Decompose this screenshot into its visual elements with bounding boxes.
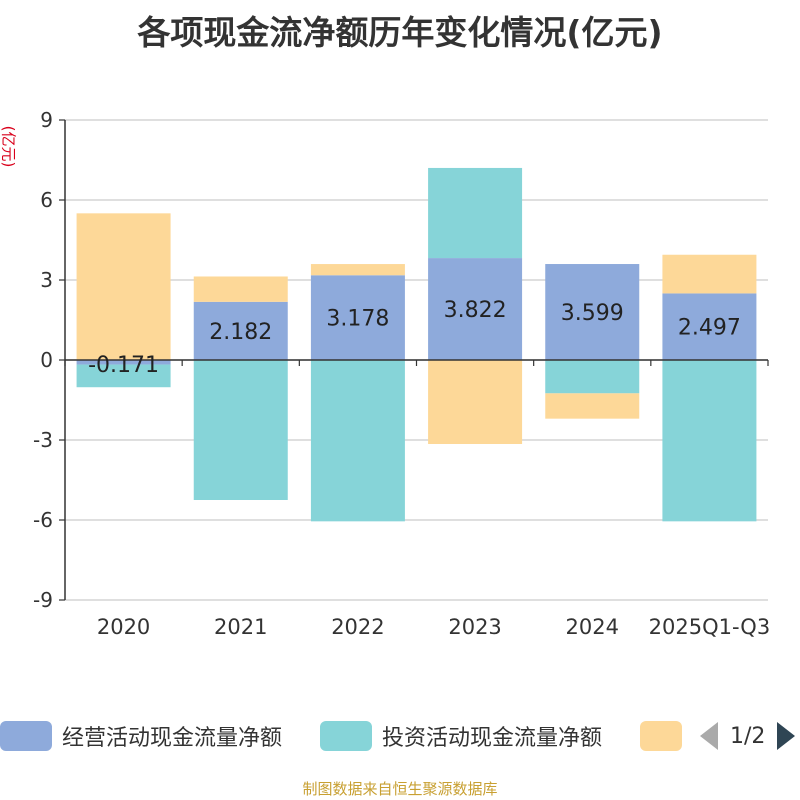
legend-label-operating: 经营活动现金流量净额 — [62, 726, 283, 751]
x-tick-label-2025Q1-Q3: 2025Q1-Q3 — [649, 615, 771, 639]
bar-2022-series-2 — [310, 264, 405, 276]
legend-item-investing[interactable]: 投资活动现金流量净额 — [320, 716, 602, 756]
bar-2025Q1-Q3-series-2 — [662, 254, 757, 294]
y-tick-label: -3 — [33, 428, 53, 452]
data-label-2020: -0.171 — [88, 353, 159, 378]
x-tick-label-2024: 2024 — [566, 615, 619, 639]
y-tick-label: 0 — [40, 348, 53, 372]
y-tick-label: -9 — [33, 588, 53, 612]
legend-label-investing: 投资活动现金流量净额 — [382, 726, 603, 751]
legend-item-operating[interactable]: 经营活动现金流量净额 — [0, 716, 282, 756]
data-label-2025Q1-Q3: 2.497 — [678, 316, 741, 341]
data-label-2021: 2.182 — [209, 320, 272, 345]
bar-2024-series-0 — [545, 264, 640, 360]
x-tick-label-2020: 2020 — [97, 615, 150, 639]
legend-item-third[interactable] — [640, 716, 682, 756]
bar-2022-series-1 — [310, 360, 405, 522]
bar-2023-series-0 — [428, 258, 523, 360]
pager-page-text: 1/2 — [730, 723, 766, 749]
source-note: 制图数据来自恒生聚源数据库 — [302, 780, 498, 798]
pager-prev-icon[interactable] — [700, 722, 718, 750]
y-tick-label: 3 — [40, 268, 53, 292]
stacked-bar-chart: -9 -6 -3 0 3 6 9 2020 2021 2022 2023 2024 2025Q1-Q3 -… — [33, 108, 770, 639]
x-tick-label-2022: 2022 — [331, 615, 384, 639]
data-label-2024: 3.599 — [561, 301, 624, 326]
pager-next-icon[interactable] — [777, 722, 796, 750]
legend-swatch-investing — [320, 721, 372, 751]
y-tick-label: -6 — [33, 508, 53, 532]
legend-pager: 1/2 — [700, 716, 796, 756]
legend-swatch-operating — [0, 721, 52, 751]
x-tick-label-2021: 2021 — [214, 615, 267, 639]
bar-2021-series-1 — [193, 360, 288, 500]
bar-2020-series-2 — [76, 213, 171, 360]
labels: -9 -6 -3 0 3 6 9 2020 2021 2022 2023 2024 2025Q1-Q3 -… — [33, 108, 770, 639]
bar-2023-series-1 — [428, 167, 523, 259]
data-label-2022: 3.178 — [326, 307, 389, 332]
bar-2020-series-1 — [76, 364, 171, 388]
bar-2021-series-2 — [193, 276, 288, 302]
axes — [59, 119, 769, 601]
bar-2022-series-0 — [310, 275, 405, 360]
bar-2024-series-2 — [545, 393, 640, 419]
bar-2023-series-2 — [428, 360, 523, 444]
data-label-2023: 3.822 — [444, 298, 507, 323]
chart-title: 各项现金流净额历年变化情况(亿元) — [137, 13, 663, 52]
bar-2025Q1-Q3-series-1 — [662, 360, 757, 522]
bar-2021-series-0 — [193, 301, 288, 360]
legend-swatch-third — [640, 721, 682, 751]
bar-2020-series-0 — [76, 360, 171, 365]
x-tick-label-2023: 2023 — [448, 615, 501, 639]
y-tick-label: 6 — [40, 188, 53, 212]
bars — [76, 167, 757, 522]
bar-2025Q1-Q3-series-0 — [662, 293, 757, 360]
legend: 经营活动现金流量净额 投资活动现金流量净额 — [0, 716, 800, 756]
y-tick-label: 9 — [40, 108, 53, 132]
bar-2024-series-1 — [545, 360, 640, 394]
